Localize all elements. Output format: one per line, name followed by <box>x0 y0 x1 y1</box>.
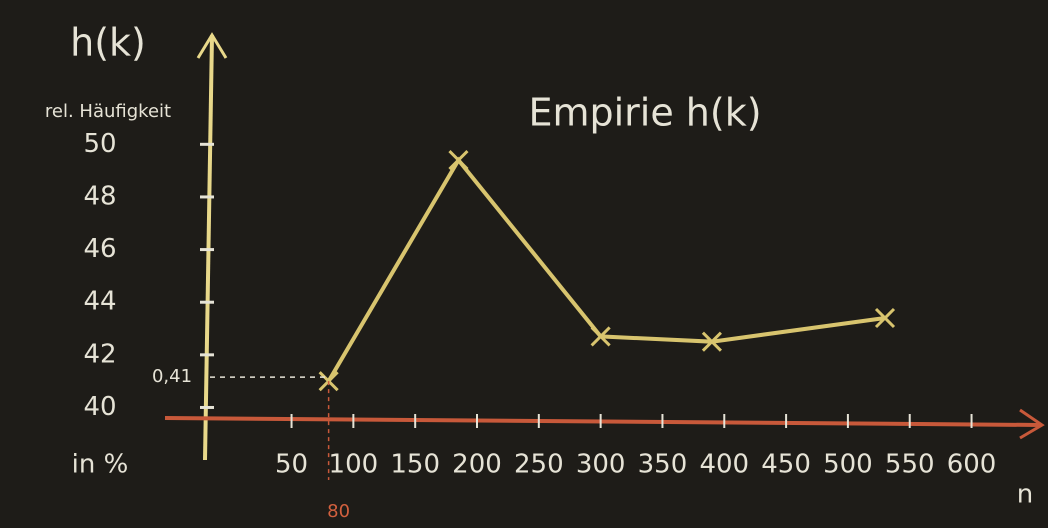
chart-title: Empirie h(k) <box>528 91 761 135</box>
y-axis-label: h(k) <box>70 21 146 65</box>
data-point <box>701 331 722 352</box>
x-tick-label: 150 <box>390 450 440 480</box>
x-axis <box>164 416 1041 427</box>
y-axis-sublabel: rel. Häufigkeit <box>45 101 171 122</box>
y-axis-arrow <box>196 32 228 59</box>
y-axis <box>203 34 214 461</box>
x-tick-label: 50 <box>275 450 308 480</box>
data-point <box>874 307 896 329</box>
x-axis-label: n <box>1017 480 1033 510</box>
y-tick-label: 40 <box>83 392 116 422</box>
data-point <box>590 326 611 347</box>
x-marker-label: 80 <box>327 501 350 522</box>
x-tick-label: 400 <box>699 450 749 480</box>
x-tick-label: 450 <box>761 450 811 480</box>
x-tick-label: 200 <box>452 450 502 480</box>
value-label: 0,41 <box>152 366 192 387</box>
y-axis-unit: in % <box>72 450 129 480</box>
y-tick-label: 46 <box>83 234 116 264</box>
x-tick-label: 600 <box>947 450 997 480</box>
y-tick-label: 42 <box>83 339 116 369</box>
x-tick-label: 300 <box>576 450 626 480</box>
y-tick-label: 44 <box>83 287 116 317</box>
x-tick-label: 550 <box>885 450 935 480</box>
x-tick-label: 350 <box>638 450 688 480</box>
y-tick-label: 50 <box>83 129 116 159</box>
data-point <box>448 150 469 171</box>
x-axis-arrow <box>1019 408 1045 440</box>
y-tick-label: 48 <box>83 181 116 211</box>
x-tick-label: 500 <box>823 450 873 480</box>
x-tick-label: 250 <box>514 450 564 480</box>
x-tick-label: 100 <box>329 450 379 480</box>
